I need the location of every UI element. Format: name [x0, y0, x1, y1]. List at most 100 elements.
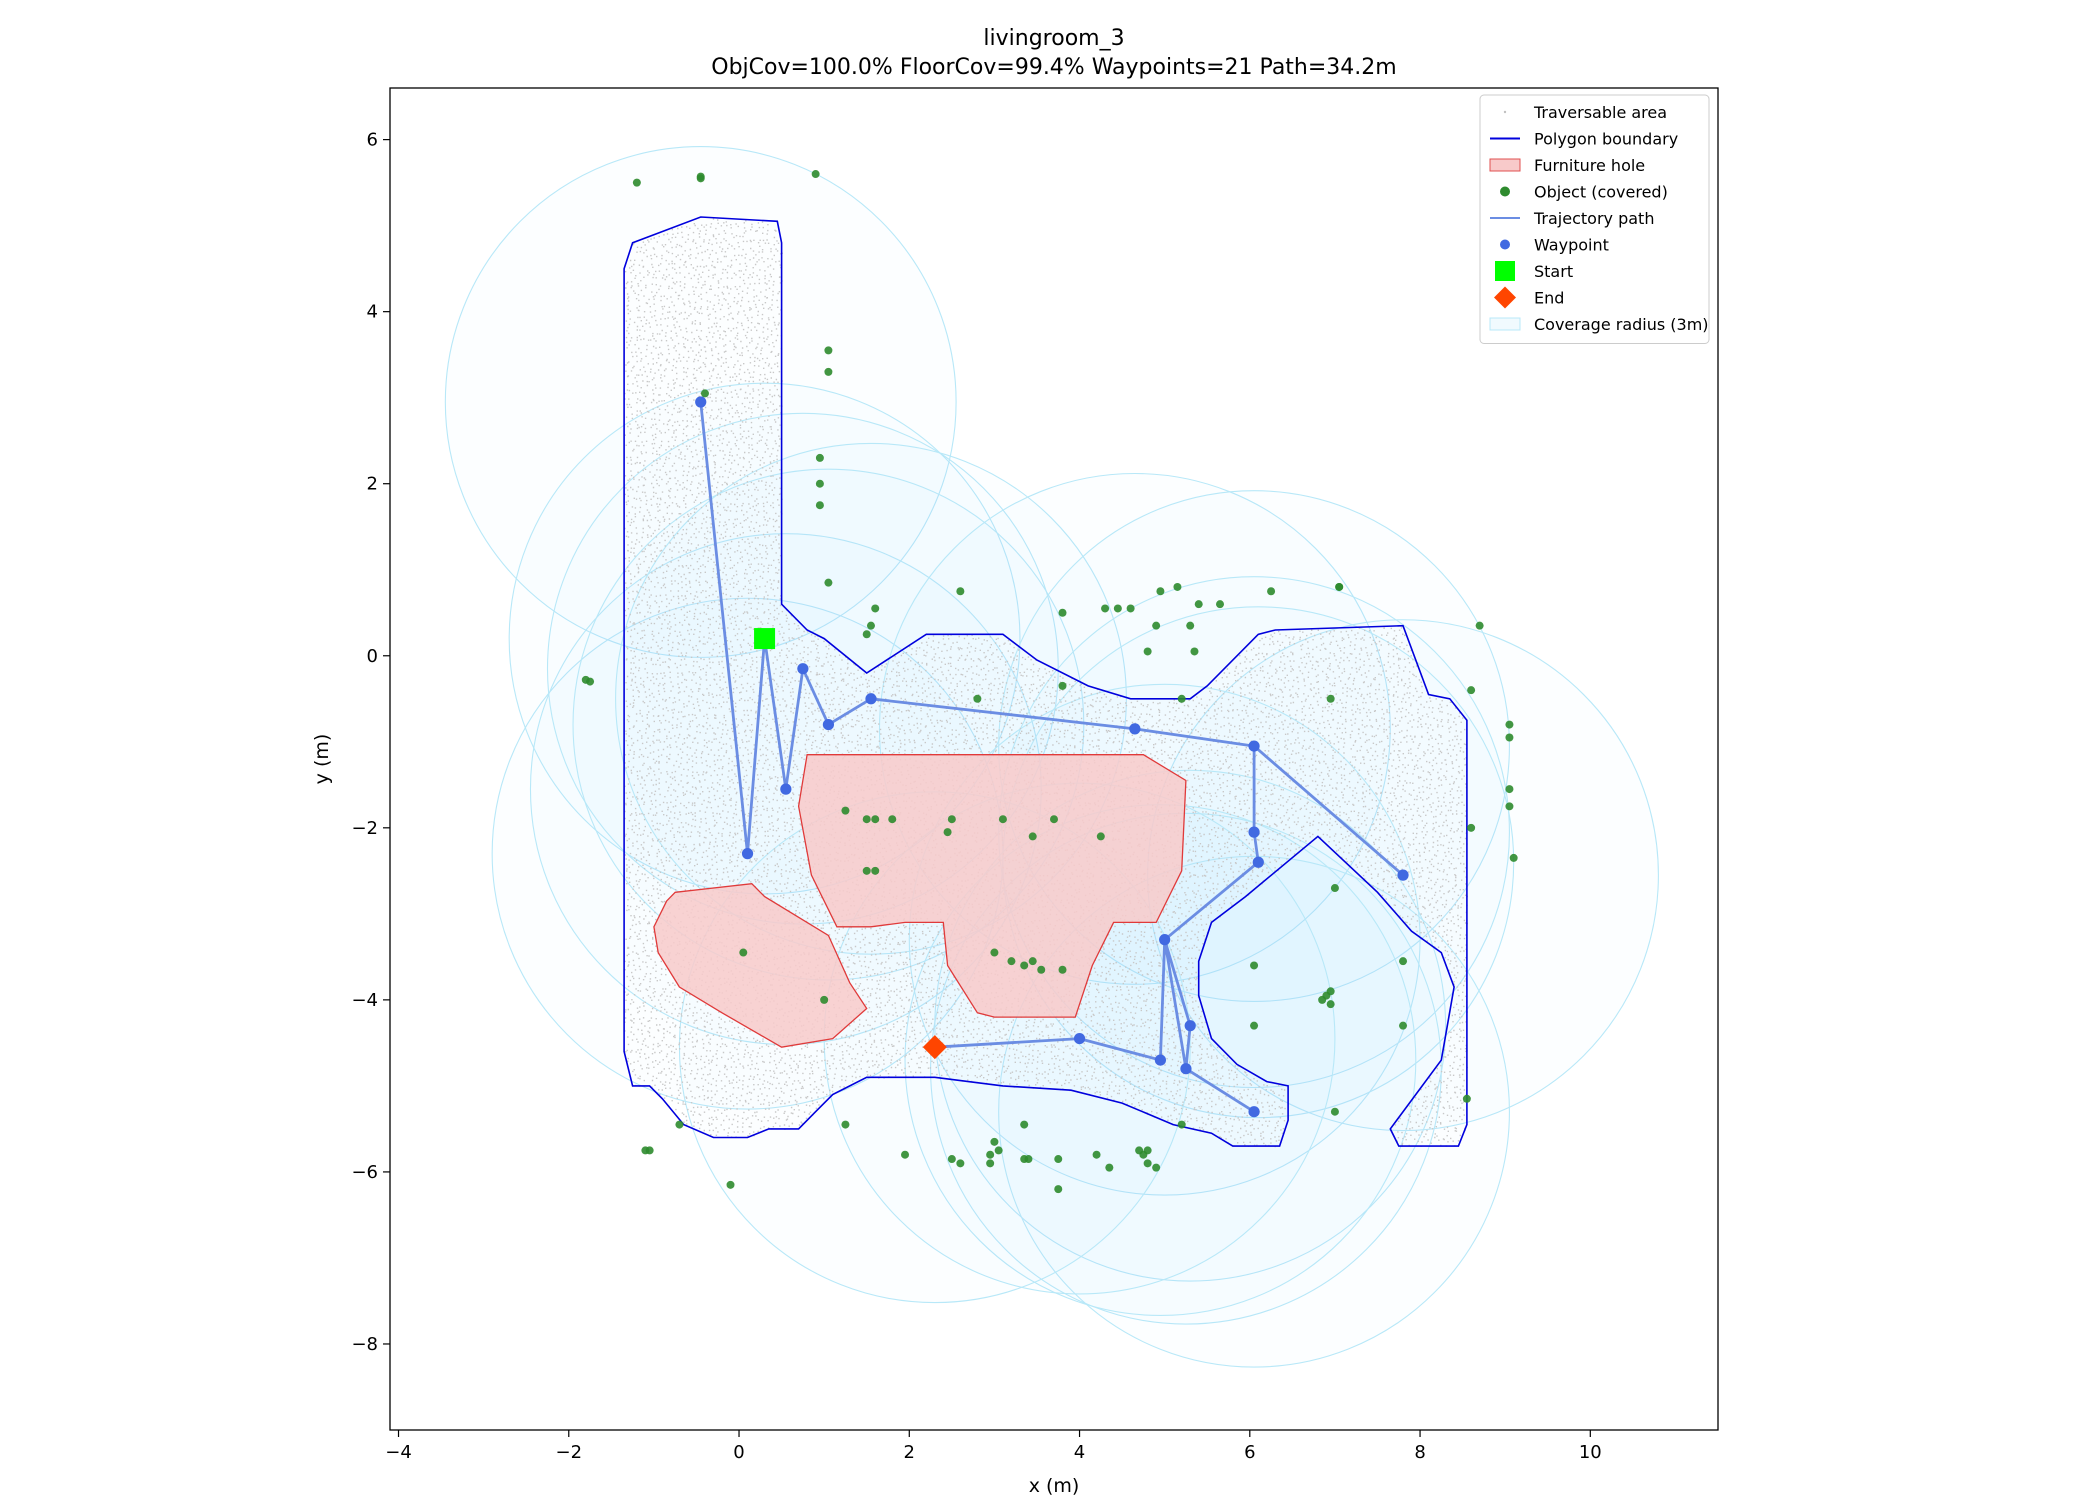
object-point — [973, 694, 982, 703]
waypoint — [797, 663, 809, 675]
coverage-circle — [508, 382, 1021, 895]
object-point — [1113, 604, 1122, 613]
object-point — [1096, 832, 1105, 841]
object-point — [994, 1146, 1003, 1155]
object-point — [986, 1150, 995, 1159]
markers-layer — [754, 628, 947, 1060]
chart-title: livingroom_3 — [983, 26, 1124, 51]
y-axis: −8 −6 −4 −2 0 2 4 6 — [351, 130, 390, 1355]
legend-label: Furniture hole — [1534, 156, 1645, 175]
objects-layer — [581, 170, 1518, 1194]
legend-handle — [1500, 239, 1510, 250]
object-point — [841, 806, 850, 815]
waypoint — [741, 848, 754, 860]
coverage-circle — [878, 472, 1391, 985]
x-tick-label: 4 — [1074, 1442, 1085, 1463]
object-point — [998, 815, 1007, 824]
coverage-circle — [934, 769, 1447, 1282]
legend-label: Polygon boundary — [1534, 130, 1678, 149]
legend-label: Waypoint — [1534, 236, 1609, 255]
object-point — [1326, 987, 1335, 996]
object-point — [888, 815, 897, 824]
y-tick-label: −6 — [351, 1162, 378, 1183]
waypoint — [1180, 1063, 1192, 1075]
x-tick-label: −4 — [385, 1442, 412, 1463]
waypoint — [1129, 723, 1141, 735]
object-point — [1330, 1107, 1339, 1116]
object-point — [1330, 884, 1339, 893]
legend-item: Waypoint — [1500, 236, 1609, 255]
legend-item: Polygon boundary — [1490, 130, 1678, 149]
object-point — [1058, 608, 1067, 617]
x-tick-label: −2 — [555, 1442, 582, 1463]
object-point — [1020, 1120, 1029, 1129]
object-point — [1024, 1155, 1033, 1164]
object-point — [811, 170, 820, 179]
plot-frame — [389, 87, 1719, 1431]
object-point — [1028, 957, 1037, 966]
object-point — [1267, 587, 1276, 596]
x-tick-label: 2 — [904, 1442, 915, 1463]
x-tick-label: 0 — [733, 1442, 744, 1463]
object-point — [824, 367, 833, 376]
legend-label: Traversable area — [1533, 103, 1667, 122]
object-point — [1143, 1159, 1152, 1168]
object-point — [1105, 1163, 1114, 1172]
object-point — [696, 172, 705, 181]
x-axis-label: x (m) — [1029, 1475, 1080, 1497]
coverage-circle — [908, 683, 1421, 1196]
object-point — [1505, 720, 1514, 729]
y-tick-label: 4 — [367, 302, 378, 323]
object-point — [1092, 1150, 1101, 1159]
waypoint — [1159, 934, 1171, 946]
waypoint — [1397, 869, 1409, 881]
object-point — [1216, 600, 1224, 609]
end-marker — [922, 1035, 947, 1060]
object-point — [1467, 686, 1476, 695]
waypoint — [1184, 1020, 1196, 1032]
object-point — [1028, 832, 1037, 841]
object-point — [1399, 957, 1408, 966]
legend-item: Coverage radius (3m) — [1489, 315, 1709, 334]
object-point — [1058, 965, 1067, 974]
coverage-circle — [444, 146, 957, 658]
object-point — [632, 178, 641, 187]
legend-label: Coverage radius (3m) — [1534, 315, 1709, 334]
object-point — [862, 815, 871, 824]
y-tick-label: −4 — [351, 990, 378, 1011]
object-point — [820, 995, 829, 1004]
object-point — [1467, 823, 1476, 832]
y-tick-label: 0 — [367, 646, 378, 667]
object-point — [1177, 694, 1186, 703]
legend-box — [1479, 94, 1710, 344]
legend-handle — [1503, 110, 1507, 114]
object-point — [901, 1150, 910, 1159]
object-point — [581, 675, 590, 684]
waypoint — [1248, 826, 1260, 838]
object-point — [1505, 785, 1514, 794]
object-point — [956, 1159, 965, 1168]
legend-label: End — [1534, 289, 1564, 308]
object-point — [1101, 604, 1110, 613]
waypoints-layer — [695, 396, 1409, 1118]
legend-label: Object (covered) — [1534, 183, 1668, 202]
object-point — [1143, 647, 1152, 656]
legend-item: Object (covered) — [1500, 183, 1668, 202]
y-tick-label: −8 — [351, 1334, 378, 1355]
boundary-layer — [623, 216, 1468, 1147]
legend-item: Furniture hole — [1489, 156, 1645, 175]
waypoint — [1248, 740, 1260, 752]
object-point — [1326, 694, 1335, 703]
object-point — [815, 453, 824, 462]
object-point — [947, 1155, 956, 1164]
legend-handle — [1489, 158, 1521, 172]
object-point — [1335, 582, 1344, 591]
x-axis: −4 −2 0 2 4 6 8 10 — [385, 1430, 1602, 1463]
object-point — [1152, 1163, 1161, 1172]
waypoint — [1252, 856, 1264, 868]
object-point — [1007, 957, 1016, 966]
object-point — [943, 828, 952, 837]
object-point — [1326, 1000, 1335, 1009]
legend-item: Start — [1495, 261, 1573, 281]
